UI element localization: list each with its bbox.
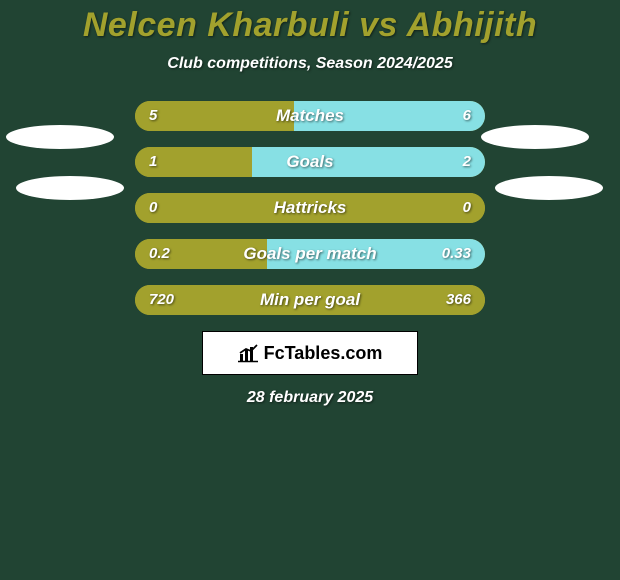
- bar-right: [267, 239, 485, 269]
- bar-track: [135, 239, 485, 269]
- date-line: 28 february 2025: [0, 389, 620, 407]
- bar-left: [135, 193, 485, 223]
- bar-track: [135, 147, 485, 177]
- logo-text: FcTables.com: [264, 343, 383, 364]
- team-indicator-ellipse: [16, 176, 124, 200]
- bar-left: [135, 147, 252, 177]
- bar-left: [135, 285, 485, 315]
- stat-row: Goals per match0.20.33: [0, 239, 620, 269]
- bar-right: [252, 147, 485, 177]
- source-logo: FcTables.com: [202, 331, 418, 375]
- team-indicator-ellipse: [495, 176, 603, 200]
- bar-left: [135, 101, 294, 131]
- bar-left: [135, 239, 267, 269]
- page-title: Nelcen Kharbuli vs Abhijith: [0, 0, 620, 45]
- comparison-infographic: Nelcen Kharbuli vs Abhijith Club competi…: [0, 0, 620, 580]
- subtitle: Club competitions, Season 2024/2025: [0, 55, 620, 73]
- bar-track: [135, 193, 485, 223]
- team-indicator-ellipse: [481, 125, 589, 149]
- stat-row: Goals12: [0, 147, 620, 177]
- chart-icon: [238, 343, 260, 363]
- stat-row: Min per goal720366: [0, 285, 620, 315]
- bar-right: [294, 101, 485, 131]
- team-indicator-ellipse: [6, 125, 114, 149]
- bar-track: [135, 101, 485, 131]
- bar-track: [135, 285, 485, 315]
